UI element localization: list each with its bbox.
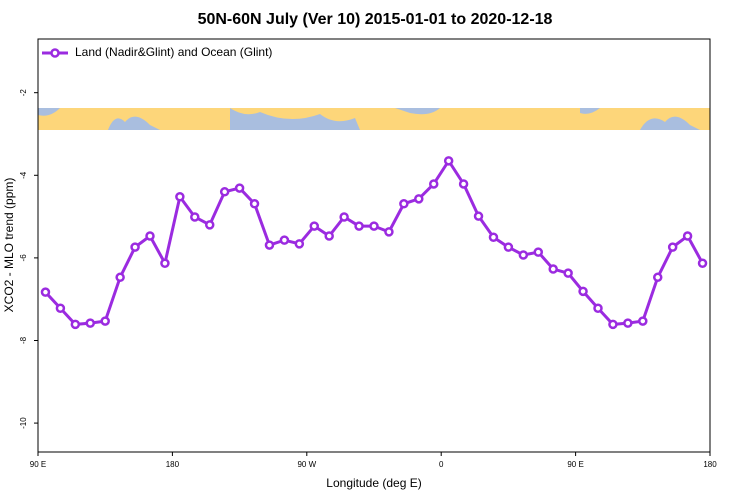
y-tick-label: -8 [19, 336, 28, 344]
point [384, 227, 394, 237]
point [652, 272, 663, 283]
point [369, 221, 379, 231]
point [294, 239, 305, 249]
point [399, 199, 409, 209]
point [264, 240, 275, 250]
point [85, 318, 96, 328]
point [55, 303, 66, 314]
x-tick-label: 90 E [30, 460, 46, 469]
point [593, 303, 603, 314]
point [234, 183, 245, 193]
point [40, 287, 51, 297]
series-line [44, 158, 704, 326]
point [443, 156, 454, 166]
point [563, 268, 573, 278]
point [190, 212, 200, 222]
x-tick-label: 180 [166, 460, 180, 469]
point [638, 316, 648, 326]
map-strip [38, 108, 710, 130]
point [70, 319, 81, 330]
x-tick-label: 90 W [297, 460, 316, 469]
legend-marker [50, 48, 60, 58]
x-tick-label: 0 [439, 460, 444, 469]
point [100, 316, 110, 326]
y-axis-label: XCO2 - MLO trend (ppm) [2, 178, 16, 313]
point [518, 250, 529, 260]
point [279, 235, 290, 245]
y-tick-label: -2 [19, 89, 28, 97]
point [354, 221, 364, 231]
point [667, 242, 678, 252]
point [130, 242, 140, 252]
point [204, 220, 215, 230]
point [309, 221, 320, 231]
point [145, 231, 155, 241]
point [503, 242, 514, 252]
point [324, 231, 334, 241]
point [458, 179, 469, 189]
point [339, 212, 349, 222]
x-tick-label: 180 [703, 460, 717, 469]
point [578, 286, 588, 297]
point [682, 231, 693, 241]
point [623, 318, 633, 328]
point [697, 258, 708, 269]
plot-frame [37, 38, 711, 453]
point [115, 272, 125, 283]
y-tick-label: -10 [19, 417, 28, 429]
point [249, 199, 260, 209]
y-tick-label: -4 [19, 171, 28, 179]
chart-title: 50N-60N July (Ver 10) 2015-01-01 to 2020… [198, 11, 553, 28]
point [548, 264, 558, 274]
point [608, 319, 618, 330]
point [414, 194, 424, 204]
legend-label: Land (Nadir&Glint) and Ocean (Glint) [75, 45, 272, 59]
point [160, 258, 170, 269]
x-axis-label: Longitude (deg E) [326, 476, 421, 490]
point [175, 192, 185, 202]
point [428, 179, 439, 189]
point [533, 247, 544, 257]
point [488, 232, 499, 242]
point [473, 211, 484, 221]
x-tick-label: 90 E [567, 460, 583, 469]
point [219, 187, 230, 197]
y-tick-label: -6 [19, 254, 28, 262]
